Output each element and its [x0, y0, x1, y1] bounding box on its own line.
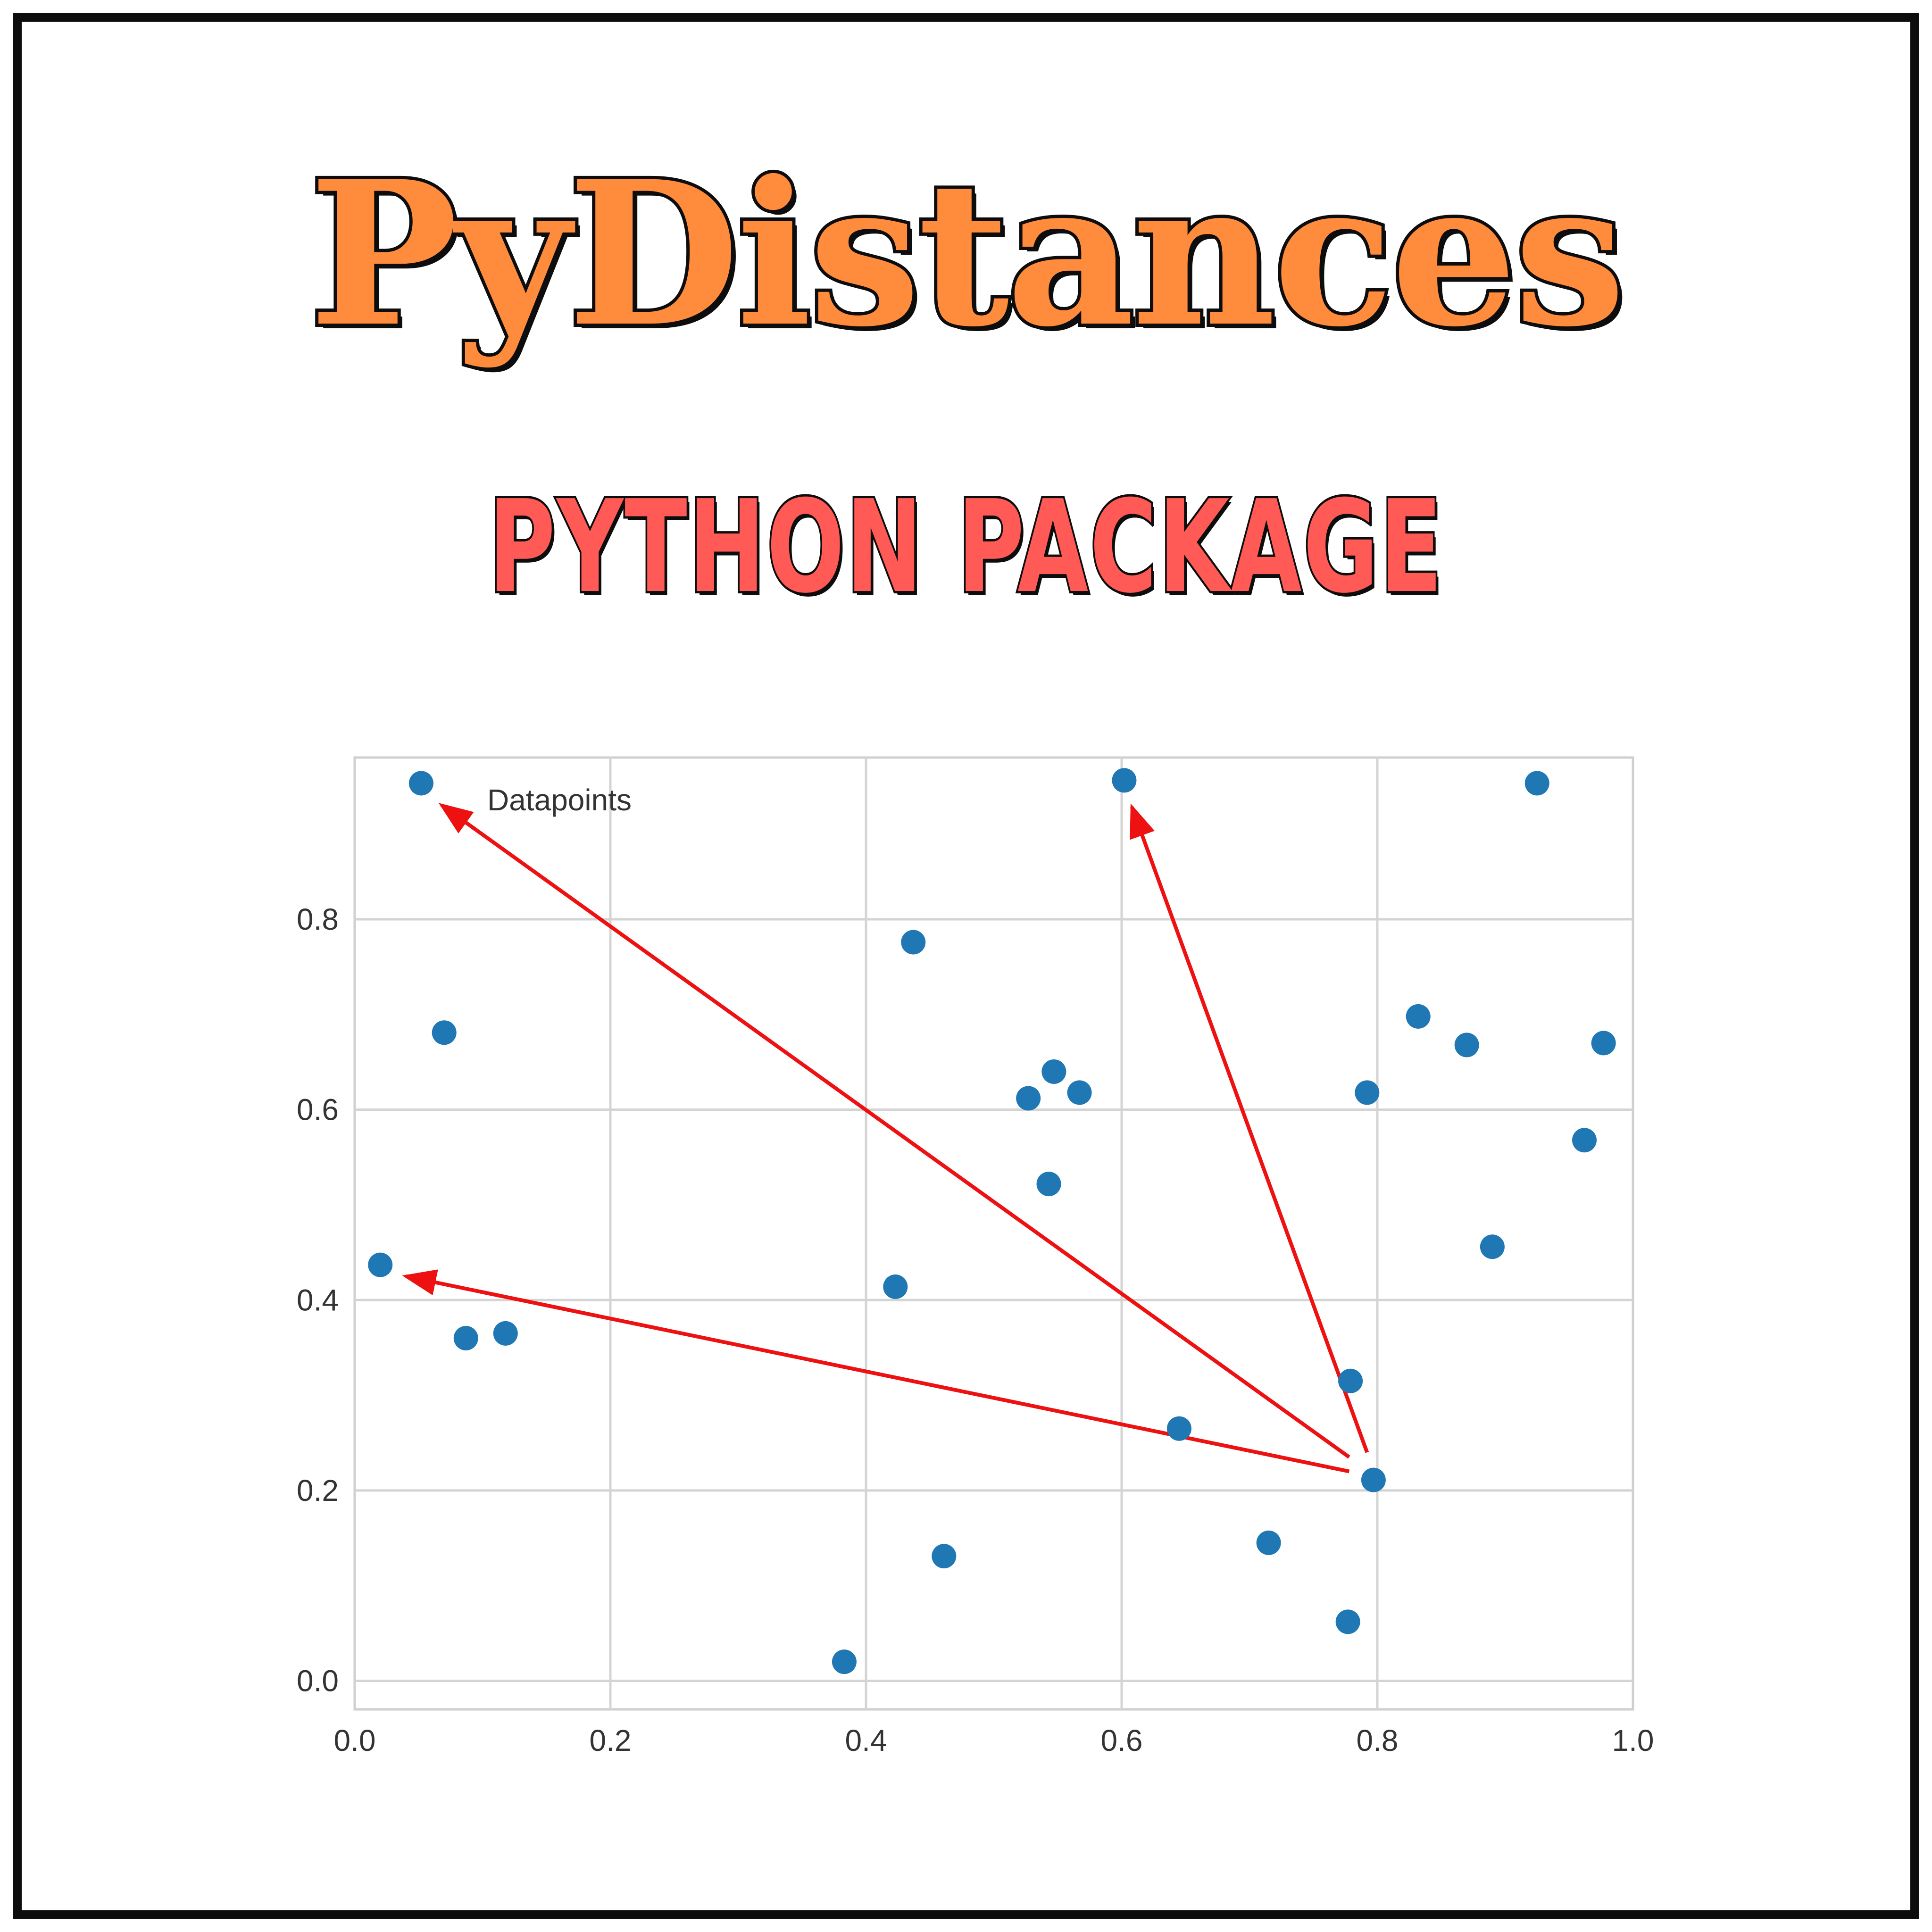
poster-subtitle: PYTHON PACKAGE	[487, 473, 1444, 621]
distance-arrow	[402, 1269, 1350, 1474]
data-point	[368, 1252, 393, 1277]
data-point	[408, 771, 433, 796]
data-point	[1256, 1530, 1281, 1555]
data-point	[493, 1321, 518, 1346]
data-point	[1166, 1416, 1191, 1441]
x-tick-label: 1.0	[1612, 1724, 1654, 1757]
x-tick-label: 0.0	[334, 1724, 376, 1757]
data-point	[1338, 1368, 1363, 1393]
data-point	[1335, 1609, 1360, 1634]
data-point	[1572, 1128, 1597, 1153]
legend-label: Datapoints	[487, 783, 632, 817]
data-point	[1454, 1033, 1479, 1058]
data-point	[932, 1544, 957, 1569]
distance-arrow	[438, 803, 1350, 1459]
data-point	[1361, 1467, 1386, 1492]
data-point	[1112, 768, 1137, 793]
x-tick-label: 0.4	[845, 1724, 887, 1757]
y-tick-label: 0.2	[297, 1474, 339, 1507]
data-points	[368, 768, 1616, 1674]
data-point	[1041, 1059, 1066, 1084]
poster-title: PyDistances	[306, 138, 1629, 371]
data-point	[901, 930, 926, 955]
data-point	[1355, 1080, 1380, 1105]
data-point	[1524, 771, 1549, 796]
y-tick-label: 0.0	[297, 1664, 339, 1698]
x-tick-label: 0.8	[1357, 1724, 1399, 1757]
y-tick-label: 0.4	[297, 1283, 339, 1317]
data-point	[883, 1274, 908, 1299]
tick-labels: 0.0 0.2 0.4 0.6 0.8 1.0 0.0 0.2 0.4 0.6 0.8	[297, 902, 1654, 1757]
x-tick-label: 0.6	[1101, 1724, 1143, 1757]
data-point	[1036, 1172, 1061, 1197]
plot-area	[353, 756, 1634, 1711]
data-point	[453, 1325, 478, 1350]
distance-arrow	[1130, 803, 1369, 1453]
grid-lines	[355, 758, 1633, 1709]
y-tick-label: 0.8	[297, 902, 339, 936]
data-point	[1067, 1080, 1092, 1105]
data-point	[1016, 1086, 1041, 1111]
data-point	[1591, 1031, 1616, 1056]
data-point	[1480, 1234, 1505, 1259]
data-point	[432, 1020, 457, 1045]
data-point	[1406, 1004, 1431, 1029]
data-point	[832, 1649, 857, 1674]
arrow-annotations	[402, 803, 1369, 1474]
x-tick-label: 0.2	[590, 1724, 632, 1757]
y-tick-label: 0.6	[297, 1093, 339, 1127]
